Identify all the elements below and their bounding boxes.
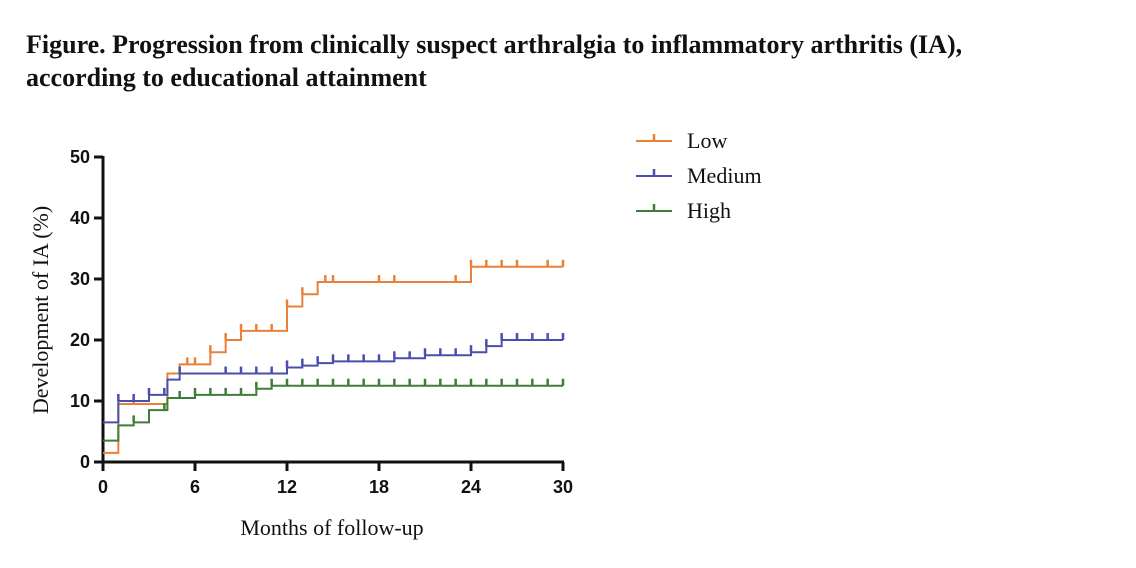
chart-axes: 0 10 20 30 40 50 0 6 12 18 24 30 xyxy=(70,147,573,497)
series-high xyxy=(103,378,565,442)
y-axis-label: Development of IA (%) xyxy=(28,206,53,414)
legend-item-high: High xyxy=(636,198,731,223)
legend-item-low: Low xyxy=(636,128,727,153)
series-line-high xyxy=(103,384,563,442)
y-tick-label: 20 xyxy=(70,330,90,350)
figure-title: Figure. Progression from clinically susp… xyxy=(26,28,962,94)
series-low xyxy=(103,259,565,454)
series-line-medium xyxy=(103,339,563,424)
chart-legend: Low Medium High xyxy=(636,128,762,223)
x-tick-label: 30 xyxy=(553,477,573,497)
legend-label-medium: Medium xyxy=(687,163,762,188)
legend-label-low: Low xyxy=(687,128,727,153)
figure-title-line-1: Figure. Progression from clinically susp… xyxy=(26,30,963,59)
chart-plot-area xyxy=(103,259,565,454)
x-tick-label: 18 xyxy=(369,477,389,497)
x-tick-label: 12 xyxy=(277,477,297,497)
y-tick-label: 40 xyxy=(70,208,90,228)
y-tick-label: 10 xyxy=(70,391,90,411)
y-tick-label: 30 xyxy=(70,269,90,289)
legend-label-high: High xyxy=(687,198,731,223)
series-medium xyxy=(103,333,565,424)
y-tick-label: 0 xyxy=(80,452,90,472)
x-tick-label: 0 xyxy=(98,477,108,497)
y-tick-label: 50 xyxy=(70,147,90,167)
x-axis-label: Months of follow-up xyxy=(240,515,423,540)
legend-item-medium: Medium xyxy=(636,163,762,188)
figure-title-line-2: according to educational attainment xyxy=(26,63,427,92)
x-tick-label: 24 xyxy=(461,477,481,497)
x-tick-label: 6 xyxy=(190,477,200,497)
